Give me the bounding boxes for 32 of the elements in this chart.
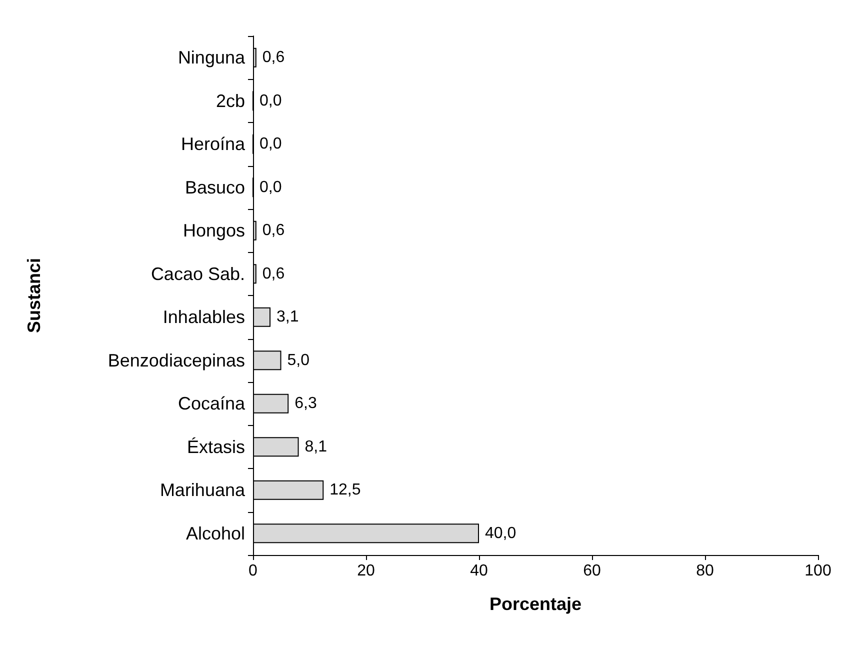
y-tick-label: Marihuana [160, 480, 246, 500]
y-tick-label: 2cb [216, 90, 245, 111]
data-label: 0,0 [260, 178, 282, 196]
data-label: 8,1 [304, 438, 328, 456]
x-tick-label: 60 [583, 562, 601, 580]
x-tick-label: 0 [248, 562, 258, 580]
x-tick-label: 100 [804, 562, 832, 580]
y-tick-label: Cacao Sab. [150, 264, 245, 284]
y-tick-label: Inhalables [162, 307, 245, 328]
x-tick-label: 40 [470, 562, 488, 580]
x-tick-label: 20 [357, 562, 375, 580]
y-axis-title: Sustanci [24, 258, 44, 334]
data-label: 0,0 [260, 92, 282, 110]
data-label: 0,0 [260, 136, 282, 153]
y-tick-label: Heroína [180, 134, 246, 154]
data-label: 12,5 [330, 482, 361, 499]
y-tick-label: Hongos [182, 220, 245, 241]
data-label: 0,6 [262, 49, 285, 66]
data-label: 0,6 [262, 222, 285, 240]
data-label: 6,3 [294, 395, 317, 412]
y-tick-label: Benzodiacepinas [108, 350, 245, 370]
y-tick-label: Ninguna [178, 48, 246, 68]
data-label: 3,1 [276, 308, 299, 326]
y-tick-label: Éxtasis [186, 436, 245, 457]
x-axis-title: Porcentaje [489, 594, 582, 614]
data-label: 40,0 [485, 524, 516, 542]
y-tick-label: Cocaína [178, 394, 246, 414]
y-tick-label: Alcohol [186, 523, 245, 544]
data-label: 0,6 [262, 265, 285, 282]
y-tick-label: Basuco [184, 177, 245, 198]
data-label: 5,0 [287, 352, 310, 369]
x-tick-label: 80 [696, 562, 714, 580]
